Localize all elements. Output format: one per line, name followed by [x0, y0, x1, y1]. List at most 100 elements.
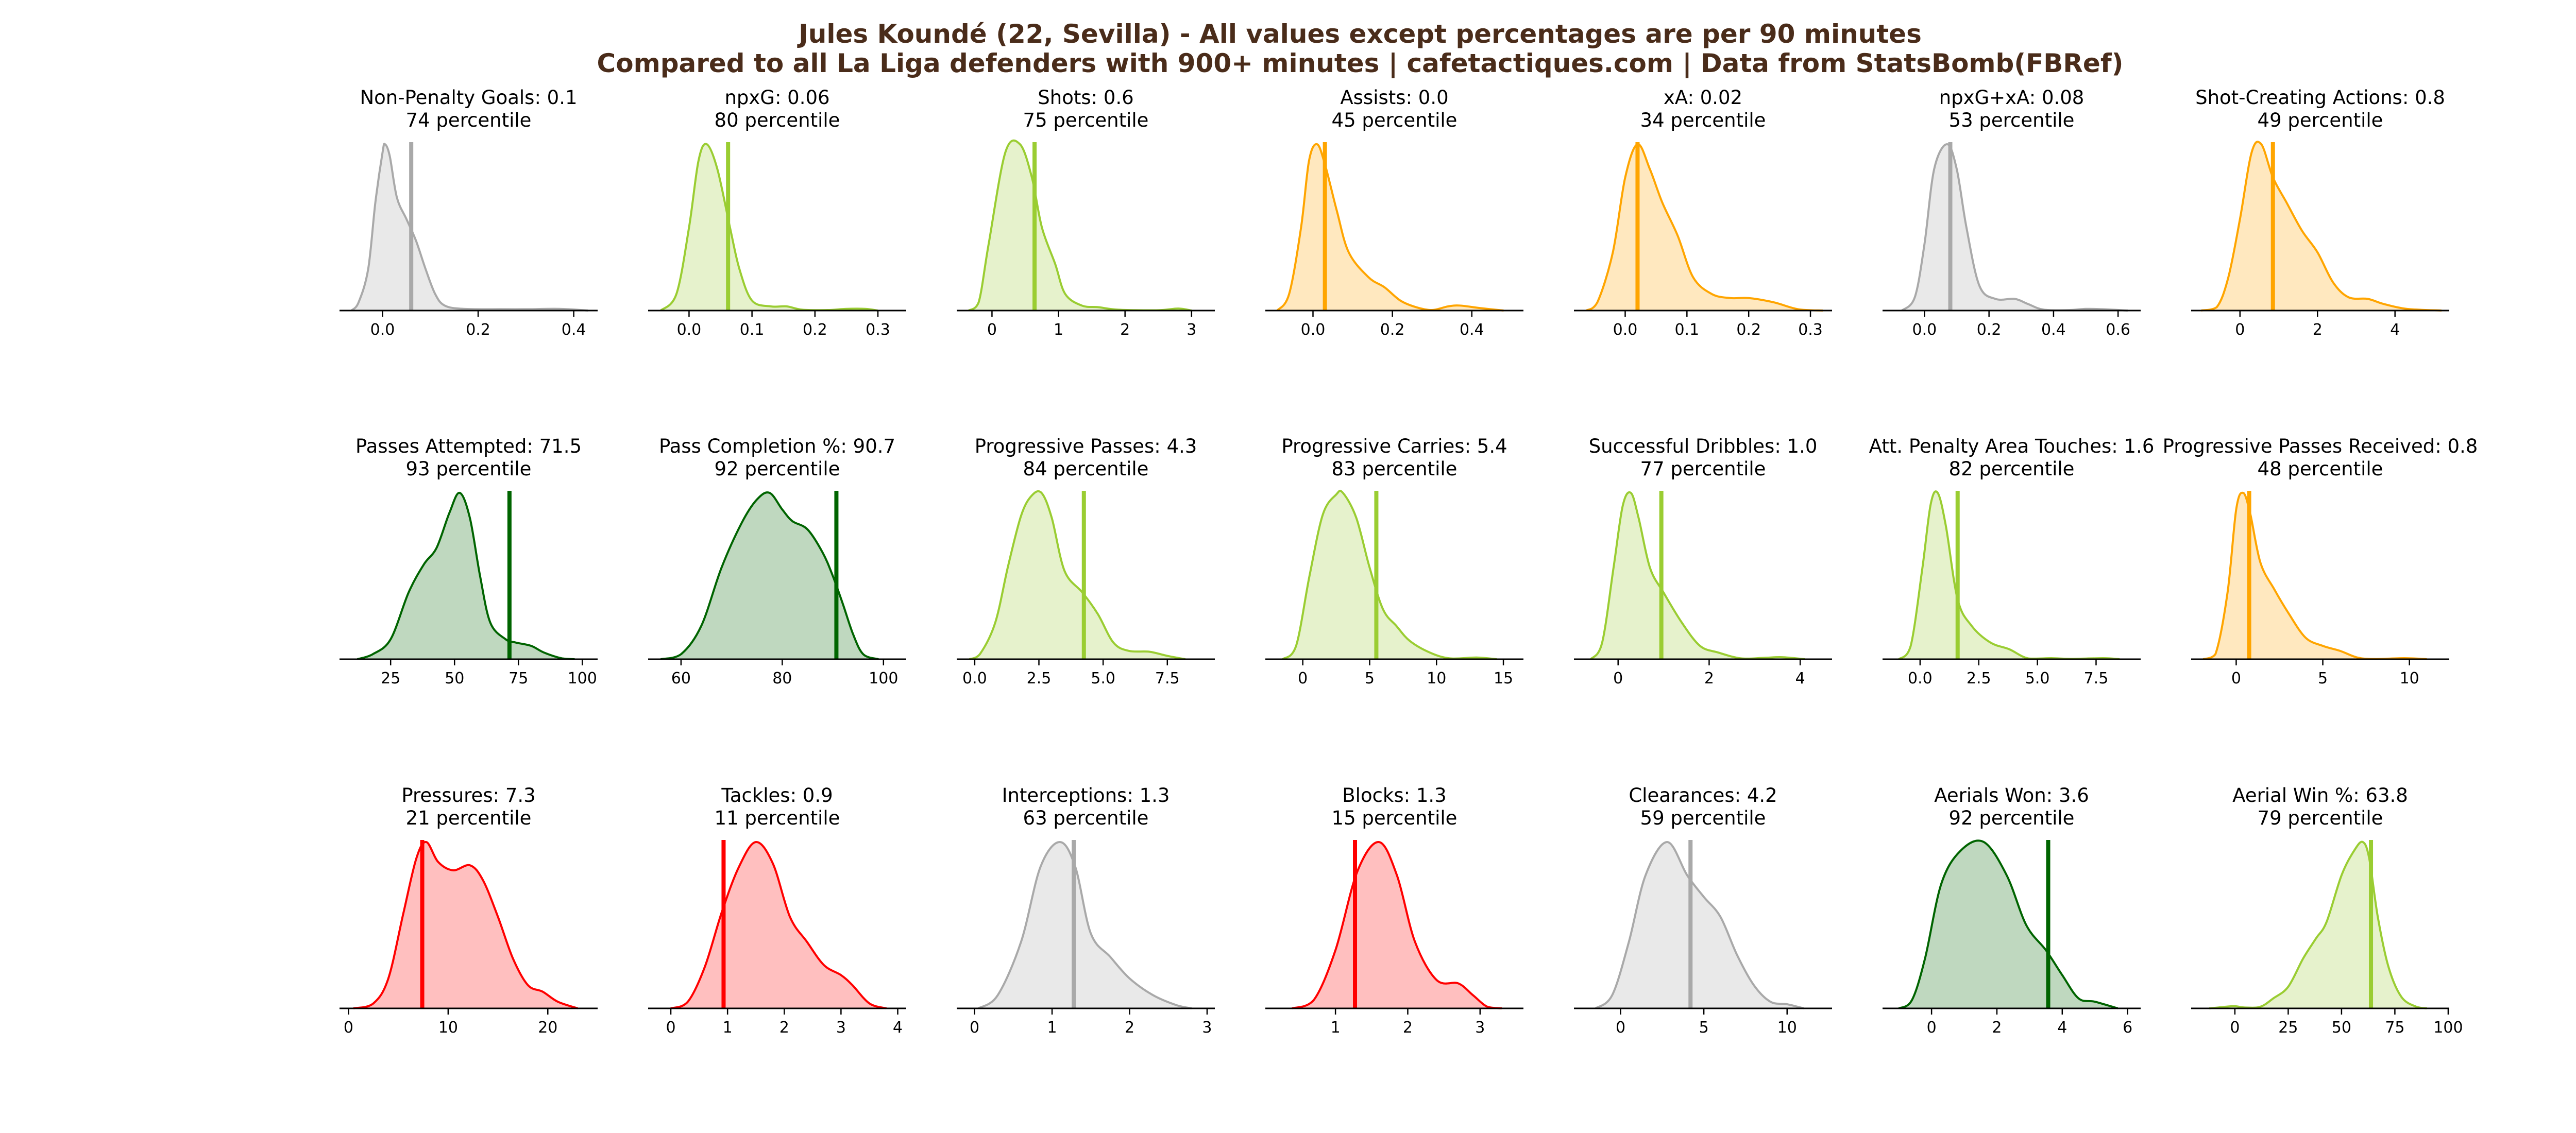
kde-panel: Att. Penalty Area Touches: 1.682 percent…: [1869, 435, 2155, 688]
density-curve: [353, 840, 578, 1009]
x-tick-label: 50: [2332, 1019, 2351, 1037]
x-tick-label: 10: [1777, 1019, 1797, 1037]
density-curve: [2201, 141, 2442, 312]
density-curve: [1585, 143, 1823, 312]
x-tick-label: 5.0: [2025, 670, 2050, 688]
x-tick-label: 0: [344, 1019, 353, 1037]
panel-title: xA: 0.02: [1664, 87, 1742, 109]
density-curve: [660, 491, 879, 660]
panel-percentile: 45 percentile: [1332, 109, 1458, 131]
x-tick-label: 0.4: [2041, 321, 2066, 339]
x-tick-label: 2: [1125, 1019, 1134, 1037]
x-tick-label: 1: [723, 1019, 733, 1037]
panel-percentile: 59 percentile: [1640, 807, 1766, 829]
x-tick-label: 2: [1120, 321, 1130, 339]
x-tick-label: 10: [1427, 670, 1446, 688]
x-tick-label: 1: [1047, 1019, 1057, 1037]
kde-panel: Non-Penalty Goals: 0.174 percentile 0.0 0.…: [340, 87, 598, 339]
panel-title: Aerials Won: 3.6: [1934, 784, 2089, 806]
x-tick-label: 4: [1795, 670, 1805, 688]
panel-title: Att. Penalty Area Touches: 1.6: [1869, 435, 2155, 457]
x-tick-label: 0.0: [677, 321, 702, 339]
density-fill: [660, 492, 878, 659]
panel-percentile: 48 percentile: [2258, 458, 2383, 480]
x-tick-label: 0.2: [1380, 321, 1405, 339]
x-tick-label: 3: [1202, 1019, 1212, 1037]
panel-title: Progressive Passes: 4.3: [975, 435, 1197, 457]
x-tick-label: 4: [2390, 321, 2400, 339]
kde-panel: Pressures: 7.321 percentile 0 10 20: [340, 784, 598, 1037]
x-tick-label: 10: [2400, 670, 2419, 688]
x-tick-label: 0.0: [962, 670, 987, 688]
x-tick-label: 0.2: [466, 321, 490, 339]
x-tick-label: 0: [987, 321, 997, 339]
kde-panel: Successful Dribbles: 1.077 percentile 0 2 4: [1574, 435, 1832, 688]
panel-percentile: 53 percentile: [1949, 109, 2075, 131]
density-fill: [1590, 492, 1805, 659]
density-fill: [1596, 842, 1804, 1008]
density-curve: [1282, 489, 1497, 660]
panel-percentile: 15 percentile: [1332, 807, 1458, 829]
x-tick-label: 3: [1475, 1019, 1485, 1037]
density-curve: [670, 841, 887, 1009]
density-fill: [978, 842, 1192, 1008]
x-tick-label: 0: [970, 1019, 979, 1037]
x-tick-label: 7.5: [2084, 670, 2109, 688]
x-tick-label: 0.6: [2106, 321, 2130, 339]
x-tick-label: 25: [2278, 1019, 2298, 1037]
density-fill: [1899, 840, 2118, 1008]
density-fill: [1899, 491, 2120, 659]
x-tick-label: 25: [381, 670, 400, 688]
density-fill: [351, 144, 588, 311]
panel-percentile: 11 percentile: [715, 807, 840, 829]
density-fill: [671, 842, 887, 1008]
x-tick-label: 5.0: [1091, 670, 1115, 688]
x-tick-label: 0.0: [1613, 321, 1638, 339]
panel-title: npxG: 0.06: [724, 87, 829, 109]
x-tick-label: 0.0: [1908, 670, 1933, 688]
x-tick-label: 3: [836, 1019, 846, 1037]
x-tick-label: 0.2: [1977, 321, 2002, 339]
x-tick-label: 0.3: [1798, 321, 1823, 339]
panel-title: Progressive Passes Received: 0.8: [2163, 435, 2478, 457]
panel-title: Clearances: 4.2: [1629, 784, 1777, 806]
x-tick-label: 0.1: [1674, 321, 1699, 339]
panel-title: Aerial Win %: 63.8: [2232, 784, 2408, 806]
density-fill: [2201, 142, 2442, 311]
density-fill: [1277, 144, 1504, 311]
x-tick-label: 0.2: [803, 321, 827, 339]
kde-panel: Progressive Passes: 4.384 percentile 0.0 2…: [957, 435, 1215, 688]
x-tick-label: 0: [2231, 670, 2241, 688]
x-tick-label: 4: [893, 1019, 903, 1037]
x-tick-label: 1: [1054, 321, 1063, 339]
x-tick-label: 0.0: [1912, 321, 1937, 339]
panel-title: Shot-Creating Actions: 0.8: [2195, 87, 2445, 109]
kde-panel: Progressive Carries: 5.483 percentile 0 5 1…: [1265, 435, 1523, 688]
panel-percentile: 82 percentile: [1949, 458, 2075, 480]
x-tick-label: 6: [2123, 1019, 2132, 1037]
x-tick-label: 2: [1403, 1019, 1413, 1037]
x-tick-label: 0: [1298, 670, 1308, 688]
x-tick-label: 2.5: [1967, 670, 1991, 688]
density-curve: [357, 492, 575, 660]
x-tick-label: 0.4: [562, 321, 586, 339]
kde-panel: Interceptions: 1.363 percentile 0 1 2 3: [957, 784, 1215, 1037]
figure-title-line2: Compared to all La Liga defenders with 9…: [597, 48, 2124, 78]
density-fill: [1586, 144, 1823, 311]
panel-title: Pressures: 7.3: [401, 784, 535, 806]
panel-percentile: 92 percentile: [715, 458, 840, 480]
kde-panel: Shot-Creating Actions: 0.849 percentile 0…: [2191, 87, 2449, 339]
x-tick-label: 15: [1494, 670, 1513, 688]
x-tick-label: 3: [1187, 321, 1196, 339]
panel-percentile: 79 percentile: [2258, 807, 2383, 829]
panel-percentile: 77 percentile: [1640, 458, 1766, 480]
x-tick-label: 2.5: [1027, 670, 1052, 688]
density-curve: [969, 490, 1186, 660]
panel-percentile: 83 percentile: [1332, 458, 1458, 480]
kde-panel: Clearances: 4.259 percentile 0 5 10: [1574, 784, 1832, 1037]
density-fill: [353, 842, 578, 1008]
kde-panel: Progressive Passes Received: 0.848 perce…: [2163, 435, 2478, 688]
